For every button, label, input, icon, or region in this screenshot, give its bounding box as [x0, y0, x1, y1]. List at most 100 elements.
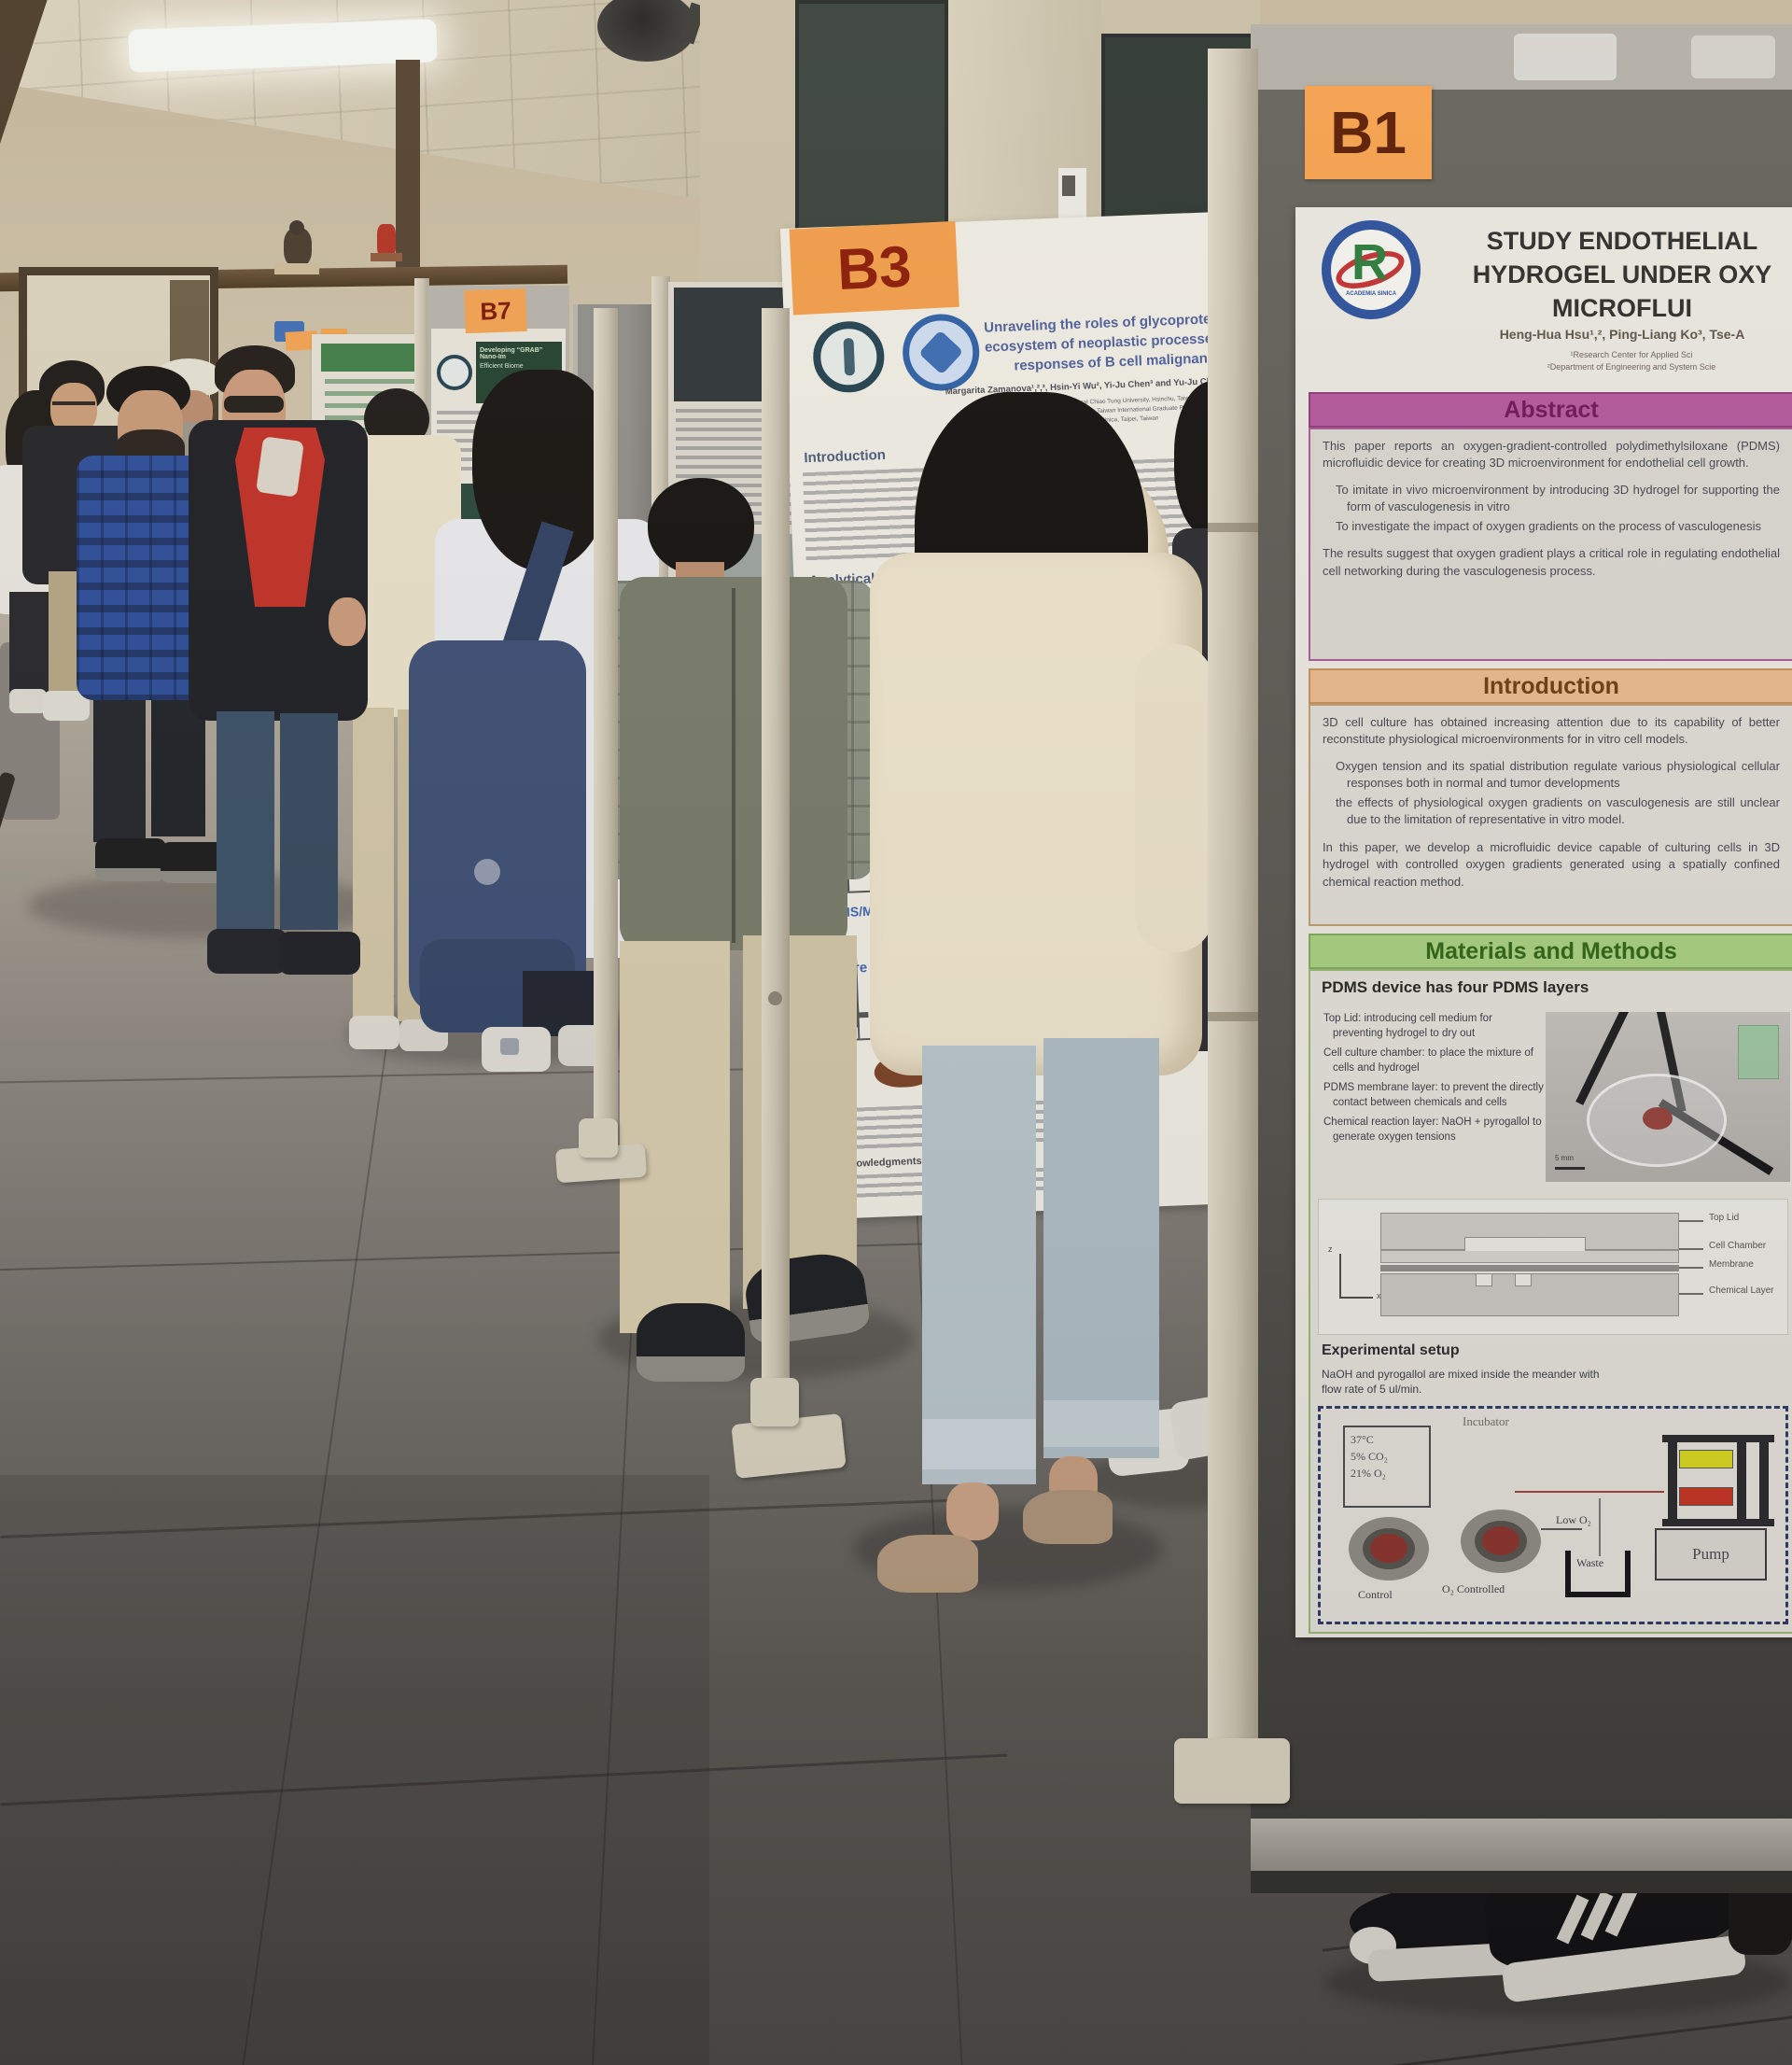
scale-bar: [1555, 1167, 1585, 1170]
b7-logo-icon: [437, 355, 472, 390]
floor-dark-overlay: [0, 1475, 709, 2065]
o2-controlled-label: O₂ Controlled: [1442, 1582, 1505, 1595]
shoe: [349, 1016, 399, 1049]
pump-frame-post: [1737, 1435, 1746, 1526]
waste-beaker: Waste: [1565, 1551, 1631, 1597]
b3-logo-icon: [811, 319, 886, 394]
shoe-flat: [877, 1535, 978, 1593]
scale-label: 5 mm: [1555, 1154, 1574, 1162]
pump-label: Pump: [1692, 1545, 1729, 1563]
jeans-cuff: [1043, 1400, 1159, 1447]
hair: [648, 478, 754, 575]
shoe: [9, 689, 47, 713]
person-red-polo: [182, 341, 378, 985]
b7-label-sticker: B7: [464, 288, 527, 334]
b1-label: B1: [1330, 99, 1407, 166]
b1-intro-body: 3D cell culture has obtained increasing …: [1309, 704, 1792, 926]
axis-x-line: [1339, 1297, 1373, 1299]
leg: [93, 700, 146, 842]
statue-head: [289, 220, 304, 235]
jeans-leg: [922, 1046, 1036, 1484]
abstract-bullet2: To investigate the impact of oxygen grad…: [1336, 518, 1761, 533]
flow-line: [1541, 1528, 1582, 1530]
b1-title-line2: HYDROGEL UNDER OXY: [1472, 260, 1772, 288]
abstract-p2: The results suggest that oxygen gradient…: [1323, 546, 1780, 578]
shoe: [637, 1303, 745, 1382]
leader-line: [1679, 1248, 1703, 1250]
methods-bullet4: Chemical reaction layer: NaOH + pyrogall…: [1323, 1117, 1542, 1143]
leg: [353, 708, 394, 1021]
diagram-label-chemical: Chemical Layer: [1709, 1285, 1774, 1296]
leader-line: [1679, 1293, 1703, 1295]
dish-core: [1482, 1526, 1519, 1555]
exp-setup-heading: Experimental setup: [1322, 1342, 1460, 1358]
b7-label: B7: [479, 295, 512, 326]
stand-foot-block: [579, 1118, 618, 1158]
hoodie-arm: [1135, 644, 1213, 952]
pump-frame-bar: [1662, 1435, 1774, 1442]
b3-logo-glyph: [843, 338, 856, 376]
s unglasses: [224, 396, 284, 413]
b1-affil1: ¹Research Center for Applied Sci: [1570, 350, 1693, 359]
stand-foot-block: [750, 1378, 799, 1426]
b1-logo-icon: R ACADEMIA SINICA: [1322, 220, 1421, 319]
chamber-notch: [1464, 1237, 1586, 1251]
conditions-box: 37°C 5% CO₂ 21% O₂: [1343, 1426, 1431, 1508]
leader-line: [1679, 1267, 1703, 1269]
diagram-label-top-lid: Top Lid: [1709, 1213, 1740, 1223]
intro-p1: 3D cell culture has obtained increasing …: [1323, 715, 1780, 747]
b1-intro-bar: Introduction: [1309, 668, 1792, 704]
layer-chamber: [1380, 1250, 1679, 1263]
person-navy-backpack: [401, 364, 737, 1083]
leader-line: [1679, 1220, 1703, 1222]
b1-title: STUDY ENDOTHELIAL HYDROGEL UNDER OXY MIC…: [1434, 224, 1792, 325]
b1-title-line3: MICROFLUI: [1552, 294, 1692, 322]
b1-board-bottom-rail: [1251, 1819, 1792, 1873]
pump-box: Pump: [1655, 1528, 1767, 1580]
red-figurine: [377, 224, 396, 258]
flow-line: [1599, 1498, 1601, 1556]
b1-authors: Heng-Hua Hsu¹,², Ping-Liang Ko³, Tse-A: [1499, 327, 1745, 342]
frame-glint: [1691, 35, 1775, 78]
vest-zipper: [732, 588, 735, 943]
diagram-label-membrane: Membrane: [1709, 1259, 1754, 1270]
shoe: [207, 929, 287, 974]
methods-subheading: PDMS device has four PDMS layers: [1322, 978, 1589, 996]
control-label: Control: [1358, 1588, 1393, 1601]
methods-bullet1: Top Lid: introducing cell medium for pre…: [1323, 1013, 1492, 1039]
petri-dish: [1587, 1074, 1727, 1167]
b1-methods-body: PDMS device has four PDMS layers Top Lid…: [1309, 969, 1792, 1634]
intro-bullet1: Oxygen tension and its spatial distribut…: [1336, 758, 1780, 791]
b1-methods-bar: Materials and Methods: [1309, 934, 1792, 969]
methods-bullets: Top Lid: introducing cell medium for pre…: [1322, 1012, 1544, 1150]
waste-label: Waste: [1576, 1556, 1604, 1569]
b1-title-line1: STUDY ENDOTHELIAL: [1486, 227, 1758, 255]
poster-b1: R ACADEMIA SINICA STUDY ENDOTHELIAL HYDR…: [1295, 207, 1792, 1637]
statue-base: [274, 263, 319, 274]
cond-line2: 5% CO₂: [1351, 1450, 1388, 1463]
b1-affil2: ²Department of Engineering and System Sc…: [1547, 362, 1716, 372]
cond-line3: 21% O₂: [1351, 1467, 1386, 1480]
backpack-logo: [474, 859, 500, 885]
b1-stand-pole: [1208, 49, 1258, 1777]
b3-label: B3: [835, 233, 913, 302]
red-tube-line: [1515, 1491, 1664, 1493]
b3-logo2-glyph: [918, 330, 964, 375]
diagram-label-chamber: Cell Chamber: [1709, 1241, 1767, 1251]
b3-logo2-icon: [901, 312, 981, 393]
b1-logo-caption: ACADEMIA SINICA: [1345, 291, 1397, 297]
b3-label-sticker: B3: [789, 220, 959, 316]
white-switch-mark: [1062, 176, 1075, 196]
hand: [329, 597, 366, 646]
frame-glint: [1514, 34, 1617, 80]
b1-affiliations: ¹Research Center for Applied Sci ²Depart…: [1452, 349, 1792, 373]
axis-x-label: x: [1377, 1291, 1381, 1300]
device-photo: 5 mm: [1546, 1012, 1790, 1182]
chem-notch: [1476, 1273, 1492, 1286]
rail-under-shadow: [1251, 1871, 1792, 1893]
setup-figure: Incubator 37°C 5% CO₂ 21% O₂ Control O₂ …: [1318, 1406, 1788, 1624]
incubator-label: Incubator: [1463, 1414, 1509, 1428]
syringe-red: [1679, 1487, 1733, 1506]
b1-abstract-bar: Abstract: [1309, 392, 1792, 428]
